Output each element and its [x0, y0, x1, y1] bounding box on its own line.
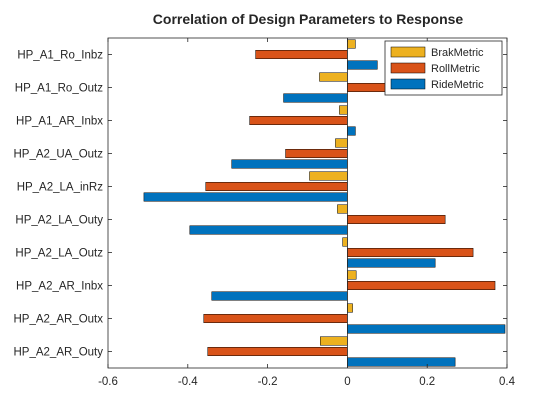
bar-RollMetric-HP_A2_LA_Outy — [347, 215, 446, 224]
bar-RideMetric-HP_A2_AR_Inbx — [211, 291, 348, 301]
category-label: HP_A2_UA_Outz — [14, 149, 104, 161]
legend-label-RollMetric: RollMetric — [431, 63, 480, 75]
bar-RideMetric-HP_A2_UA_Outz — [231, 159, 348, 169]
category-label: HP_A1_AR_Inbx — [16, 116, 103, 128]
category-label: HP_A2_LA_Outy — [15, 215, 103, 227]
x-tick-label: -0.2 — [258, 376, 278, 388]
category-label: HP_A2_LA_Outz — [15, 248, 103, 260]
bar-RollMetric-HP_A2_LA_Outz — [347, 248, 474, 257]
x-tick-label: 0.4 — [499, 376, 516, 388]
category-label: HP_A1_Ro_Outz — [15, 83, 103, 95]
bar-RideMetric-HP_A2_LA_Outz — [347, 258, 436, 268]
bar-BrakMetric-HP_A2_LA_Outz — [342, 237, 348, 247]
bar-BrakMetric-HP_A1_Ro_Inbz — [347, 39, 356, 49]
bar-BrakMetric-HP_A2_LA_Outy — [337, 204, 348, 214]
legend-swatch-RideMetric — [390, 78, 426, 90]
bar-RollMetric-HP_A2_LA_inRz — [205, 182, 348, 191]
bar-RideMetric-HP_A2_LA_inRz — [143, 192, 348, 202]
bars-layer — [143, 39, 506, 367]
bar-BrakMetric-HP_A2_AR_Inbx — [347, 270, 357, 280]
legend-label-BrakMetric: BrakMetric — [431, 47, 484, 59]
bar-BrakMetric-HP_A1_AR_Inbx — [339, 105, 348, 115]
bar-BrakMetric-HP_A2_AR_Outy — [320, 336, 348, 346]
axes-layer: HP_A1_Ro_Inbz HP_A1_Ro_Outz HP_A1_AR_Inbx H… — [14, 37, 516, 388]
category-label: HP_A2_AR_Inbx — [16, 281, 103, 293]
category-label: HP_A2_LA_inRz — [17, 182, 104, 194]
bar-RollMetric-HP_A1_Ro_Inbz — [255, 50, 348, 59]
chart-title: Correlation of Design Parameters to Resp… — [153, 11, 464, 27]
legend-swatch-BrakMetric — [390, 46, 426, 58]
plot-area-border — [107, 37, 508, 369]
x-tick-label: -0.6 — [98, 376, 118, 388]
bar-RollMetric-HP_A1_AR_Inbx — [249, 116, 348, 125]
bar-RideMetric-HP_A1_Ro_Inbz — [347, 60, 378, 70]
bar-RollMetric-HP_A2_AR_Outx — [203, 314, 348, 323]
category-label: HP_A2_AR_Outy — [14, 347, 104, 359]
bar-RollMetric-HP_A2_UA_Outz — [285, 149, 348, 158]
bar-RollMetric-HP_A2_AR_Inbx — [347, 281, 496, 290]
legend-label-RideMetric: RideMetric — [431, 79, 484, 91]
bar-RideMetric-HP_A2_AR_Outy — [347, 357, 456, 367]
bar-RollMetric-HP_A1_Ro_Outz — [347, 83, 388, 92]
legend-swatch-RollMetric — [390, 62, 426, 74]
x-tick-label: 0 — [344, 376, 350, 388]
bar-RollMetric-HP_A2_AR_Outy — [207, 347, 348, 356]
x-tick-label: -0.4 — [178, 376, 198, 388]
bar-RideMetric-HP_A1_Ro_Outz — [283, 93, 348, 103]
bar-BrakMetric-HP_A2_UA_Outz — [335, 138, 348, 148]
bar-BrakMetric-HP_A1_Ro_Outz — [319, 72, 348, 82]
bar-RideMetric-HP_A2_AR_Outx — [347, 324, 506, 334]
bar-BrakMetric-HP_A2_AR_Outx — [347, 303, 353, 313]
legend: BrakMetric RollMetric RideMetric — [384, 40, 503, 96]
category-label: HP_A1_Ro_Inbz — [17, 50, 103, 62]
category-label: HP_A2_AR_Outx — [14, 314, 104, 326]
bar-BrakMetric-HP_A2_LA_inRz — [309, 171, 348, 181]
x-tick-label: 0.2 — [419, 376, 435, 388]
bar-RideMetric-HP_A1_AR_Inbx — [347, 126, 356, 136]
bar-RideMetric-HP_A2_LA_Outy — [189, 225, 348, 235]
